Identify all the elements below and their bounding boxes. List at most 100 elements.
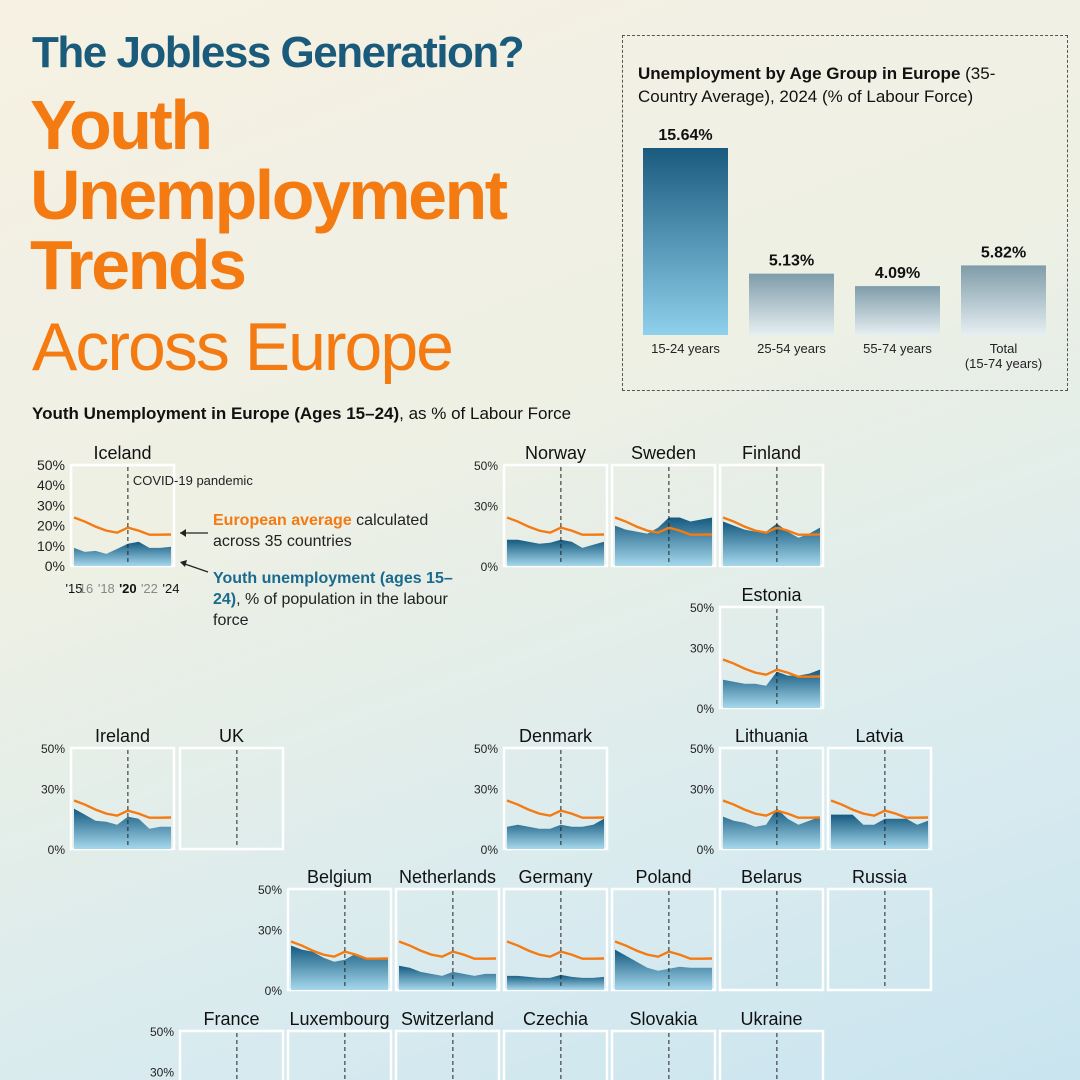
- title-line-4: Across Europe: [32, 309, 454, 385]
- country-label: Ireland: [95, 726, 150, 746]
- y-tick-label: 30%: [690, 641, 714, 655]
- country-panel: Belgium: [286, 867, 393, 992]
- country-panel: Finland: [718, 443, 825, 568]
- youth-area: [74, 541, 171, 566]
- country-panel: UK: [178, 726, 285, 851]
- country-panel: Ireland: [69, 726, 176, 851]
- youth-area: [615, 949, 712, 990]
- y-tick-label: 50%: [690, 742, 714, 756]
- youth-area: [507, 974, 604, 990]
- y-tick-label: 30%: [37, 497, 65, 513]
- y-tick-label: 50%: [690, 601, 714, 615]
- section-title: Youth Unemployment in Europe (Ages 15–24…: [32, 404, 572, 423]
- average-line: [722, 799, 821, 819]
- country-panel: France: [178, 1009, 285, 1080]
- country-panel: Estonia: [718, 585, 825, 710]
- youth-area: [399, 965, 496, 990]
- legend-arrow-head: [180, 560, 187, 567]
- legend-european-average: European average calculated across 35 co…: [213, 512, 429, 550]
- panel-frame: [286, 1029, 393, 1080]
- youth-area: [615, 517, 712, 566]
- bar-value-label: 15.64%: [658, 127, 712, 144]
- average-line: [73, 516, 172, 536]
- country-label: Latvia: [855, 726, 904, 746]
- country-label: Poland: [635, 867, 691, 887]
- youth-area: [507, 539, 604, 566]
- country-label: Lithuania: [735, 726, 809, 746]
- country-label: Ukraine: [740, 1009, 802, 1029]
- y-tick-label: 30%: [258, 923, 282, 937]
- panel-frame: [178, 1029, 285, 1080]
- y-tick-label: 50%: [258, 883, 282, 897]
- y-tick-label: 20%: [37, 518, 65, 534]
- country-label: UK: [219, 726, 244, 746]
- y-tick-label: 0%: [48, 843, 66, 857]
- title-line-1: Youth: [30, 86, 213, 164]
- y-tick-label: 50%: [150, 1025, 174, 1039]
- country-panel: Switzerland: [394, 1009, 501, 1080]
- bar: [643, 148, 728, 335]
- youth-area: [291, 945, 388, 990]
- country-panel: Lithuania: [718, 726, 825, 851]
- country-label: Finland: [742, 443, 801, 463]
- bar-category-label: (15-74 years): [965, 356, 1042, 371]
- country-label: Switzerland: [401, 1009, 494, 1029]
- bar: [855, 286, 940, 335]
- bar-category-label: 25-54 years: [757, 341, 826, 356]
- y-tick-label: 30%: [474, 499, 498, 513]
- age-chart-title: Unemployment by Age Group in Europe (35-…: [638, 64, 996, 106]
- y-tick-label: 50%: [37, 457, 65, 473]
- average-line: [722, 516, 821, 536]
- average-line: [830, 799, 929, 819]
- x-tick-label: '20: [119, 581, 137, 596]
- youth-area: [723, 669, 820, 708]
- youth-area: [507, 818, 604, 849]
- legend-arrow-head: [180, 529, 186, 537]
- y-tick-label: 10%: [37, 538, 65, 554]
- legend-arrow: [181, 562, 209, 573]
- country-panel: Norway: [502, 443, 609, 568]
- y-tick-label: 0%: [481, 843, 499, 857]
- y-tick-label: 50%: [474, 459, 498, 473]
- kicker-title: The Jobless Generation?: [32, 28, 525, 77]
- age-group-panel: [622, 35, 1068, 391]
- country-label: Sweden: [631, 443, 696, 463]
- country-panel: Slovakia: [610, 1009, 717, 1080]
- average-line: [506, 940, 605, 960]
- bar: [961, 265, 1046, 335]
- y-tick-label: 0%: [481, 560, 499, 574]
- average-line: [73, 799, 172, 819]
- country-label: Iceland: [93, 443, 151, 463]
- title-line-3: Trends: [30, 226, 247, 304]
- y-tick-label: 50%: [41, 742, 65, 756]
- average-line: [398, 940, 497, 960]
- country-label: Slovakia: [629, 1009, 698, 1029]
- country-panel: Ukraine: [718, 1009, 825, 1080]
- legend-youth-unemployment: Youth unemployment (ages 15–24), % of po…: [213, 570, 453, 629]
- panel-frame: [502, 1029, 609, 1080]
- country-panel: Latvia: [826, 726, 933, 851]
- bar-category-label: Total: [990, 341, 1018, 356]
- y-tick-label: 30%: [150, 1065, 174, 1079]
- country-label: Norway: [525, 443, 586, 463]
- y-tick-label: 40%: [37, 477, 65, 493]
- bar-category-label: 15-24 years: [651, 341, 720, 356]
- country-panel: Russia: [826, 867, 933, 992]
- country-label: Belgium: [307, 867, 372, 887]
- average-line: [506, 516, 605, 536]
- panel-frame: [178, 746, 285, 851]
- x-tick-label: '15: [66, 581, 83, 596]
- average-line: [722, 658, 821, 678]
- average-line: [290, 940, 389, 960]
- country-panel: Netherlands: [394, 867, 501, 992]
- country-label: Germany: [518, 867, 592, 887]
- country-panel: Iceland: [69, 443, 176, 568]
- country-label: Luxembourg: [289, 1009, 389, 1029]
- panel-frame: [718, 887, 825, 992]
- country-panel: Germany: [502, 867, 609, 992]
- average-line: [614, 940, 713, 960]
- panel-frame: [610, 1029, 717, 1080]
- y-tick-label: 50%: [474, 742, 498, 756]
- bar-value-label: 5.13%: [769, 253, 814, 270]
